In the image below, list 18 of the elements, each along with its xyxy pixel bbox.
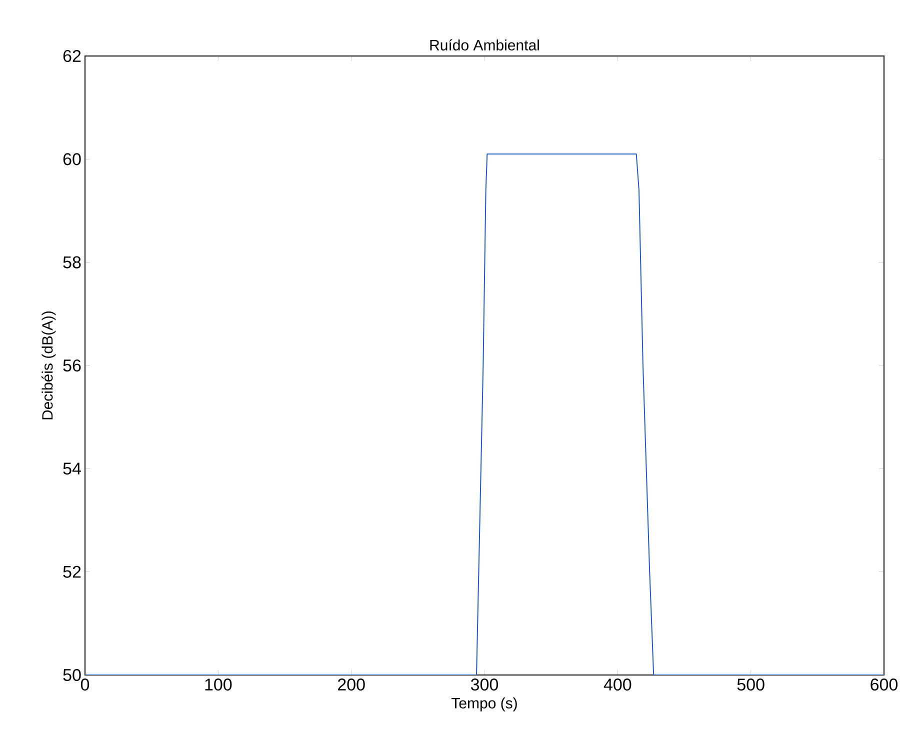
y-tick-label: 52	[63, 566, 81, 578]
x-tick-label: 0	[80, 678, 90, 691]
x-tick-label: 100	[205, 678, 232, 691]
y-axis-title: Decibéis (dB(A))	[42, 311, 56, 420]
x-tick-label: 600	[870, 678, 898, 691]
y-tick-label: 50	[63, 668, 81, 682]
y-tick-label: 54	[63, 462, 81, 475]
x-tick-label: 400	[604, 678, 632, 691]
y-tick-label: 60	[63, 153, 81, 166]
y-tick-label: 56	[63, 359, 81, 372]
line-series	[85, 154, 884, 675]
x-tick-label: 500	[737, 678, 764, 691]
x-axis-title: Tempo (s)	[451, 697, 517, 712]
chart-title: Ruído Ambiental	[430, 39, 539, 50]
x-tick-label: 200	[338, 678, 365, 691]
y-tick-label: 58	[63, 256, 81, 268]
x-tick-label: 300	[470, 678, 498, 691]
y-tick-label: 62	[63, 50, 81, 62]
